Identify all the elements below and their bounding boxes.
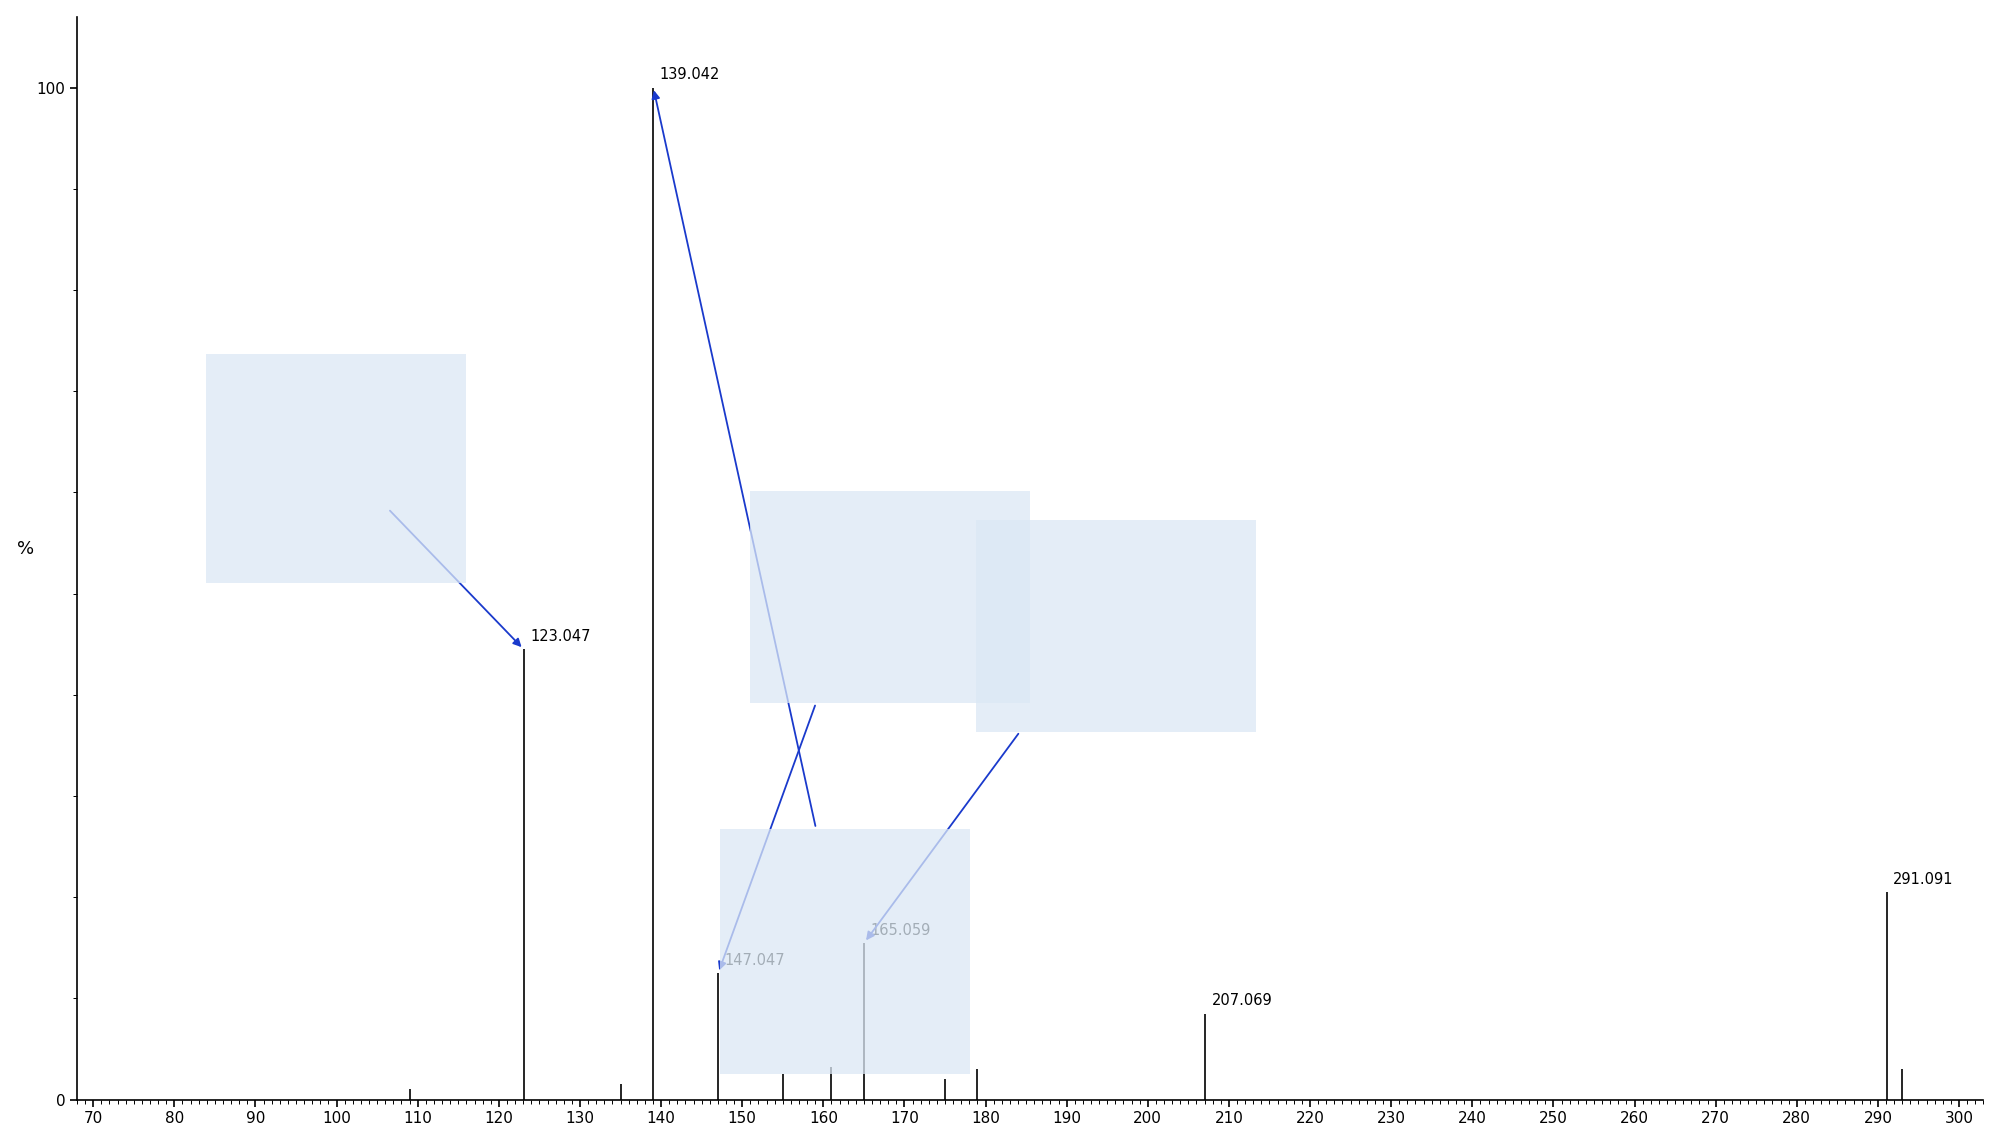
Text: 207.069: 207.069 [1212, 993, 1272, 1008]
Y-axis label: %: % [16, 541, 34, 558]
Text: 147.047: 147.047 [724, 953, 786, 968]
Text: 165.059: 165.059 [870, 922, 932, 937]
Text: 123.047: 123.047 [530, 629, 590, 645]
Text: 291.091: 291.091 [1894, 872, 1954, 887]
Text: 139.042: 139.042 [660, 67, 720, 82]
